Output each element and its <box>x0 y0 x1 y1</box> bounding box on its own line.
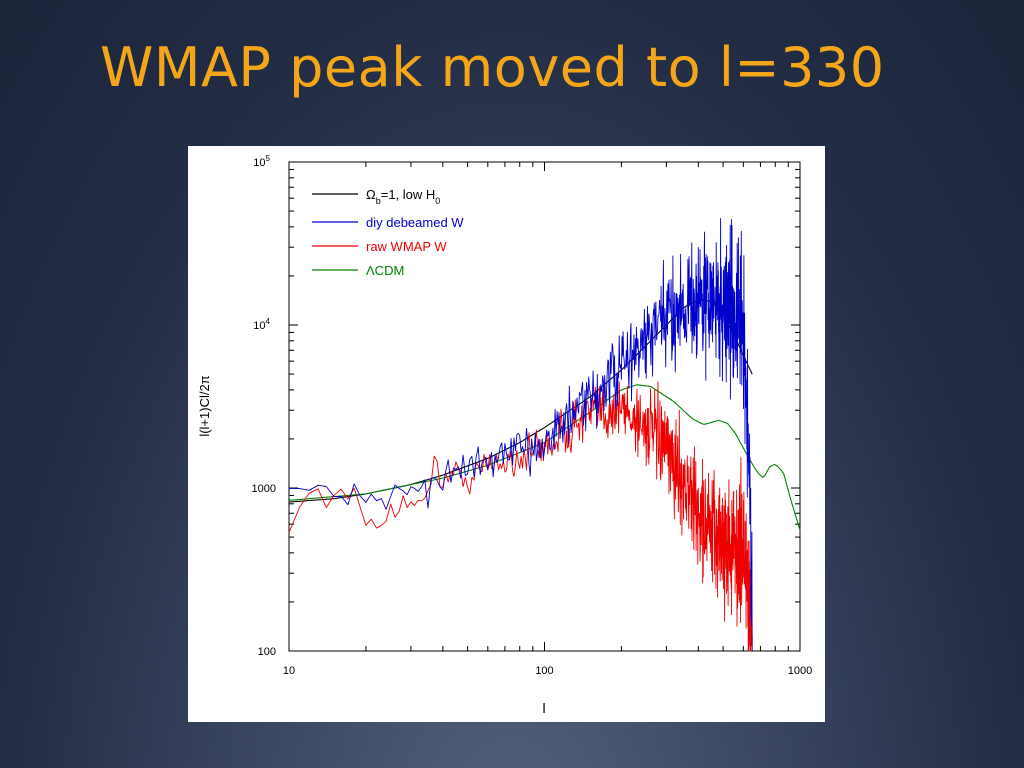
legend-label: Ωb=1, low H0 <box>366 187 440 206</box>
y-tick-label: 105 <box>253 154 270 169</box>
legend-label: ΛCDM <box>366 263 404 278</box>
x-tick-label: 1000 <box>788 665 812 677</box>
chart-panel: 10 100 1000 100 1000 104 105 Ωb=1, low H0 diy d… <box>188 146 825 722</box>
power-spectrum-chart: 10 100 1000 100 1000 104 105 Ωb=1, low H0 diy d… <box>197 154 813 716</box>
series-line-2 <box>288 381 753 652</box>
legend: Ωb=1, low H0 diy debeamed W raw WMAP W ΛCDM <box>312 187 464 278</box>
y-tick-label: 104 <box>253 317 270 332</box>
x-tick-label: 100 <box>535 665 553 677</box>
x-tick-label: 10 <box>283 665 295 677</box>
legend-label: raw WMAP W <box>366 239 447 254</box>
axis-ticks: 10 100 1000 100 1000 104 105 <box>252 154 813 677</box>
legend-label: diy debeamed W <box>366 215 464 230</box>
y-tick-label: 1000 <box>252 483 276 495</box>
series-line-3 <box>288 384 801 531</box>
series-line-1 <box>288 218 753 652</box>
slide-title: WMAP peak moved to l=330 <box>100 36 885 99</box>
series-layer <box>288 218 801 652</box>
y-tick-label: 100 <box>258 646 276 658</box>
y-axis-label: l(l+1)Cl/2π <box>197 375 212 436</box>
x-axis-label: l <box>542 700 545 716</box>
